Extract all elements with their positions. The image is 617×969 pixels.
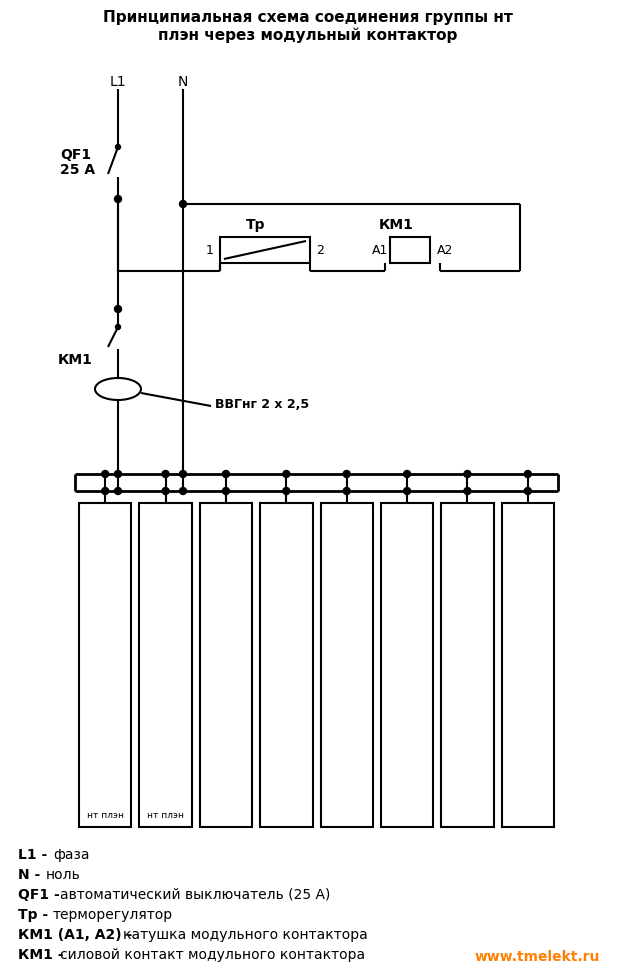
- Circle shape: [102, 471, 109, 478]
- Circle shape: [115, 488, 122, 495]
- Circle shape: [180, 488, 186, 495]
- Text: КМ1: КМ1: [379, 218, 413, 232]
- Bar: [390, 237, 430, 264]
- Circle shape: [102, 488, 109, 495]
- Text: Принципиальная схема соединения группы нт
плэн через модульный контактор: Принципиальная схема соединения группы н…: [103, 10, 513, 43]
- Circle shape: [343, 488, 350, 495]
- Bar: [220, 237, 310, 264]
- Text: Тр: Тр: [246, 218, 266, 232]
- Bar: [139, 504, 192, 828]
- Text: КМ1 -: КМ1 -: [18, 947, 68, 961]
- Text: L1 -: L1 -: [18, 847, 52, 861]
- Circle shape: [180, 202, 186, 208]
- Circle shape: [223, 488, 230, 495]
- Text: QF1 -: QF1 -: [18, 887, 65, 901]
- Text: ВВГнг 2 х 2,5: ВВГнг 2 х 2,5: [215, 398, 309, 411]
- Circle shape: [223, 471, 230, 478]
- Circle shape: [115, 326, 120, 330]
- Circle shape: [283, 471, 290, 478]
- Bar: [441, 504, 494, 828]
- Text: 2: 2: [316, 243, 324, 256]
- Bar: [260, 504, 312, 828]
- Circle shape: [283, 488, 290, 495]
- Text: N -: N -: [18, 867, 45, 881]
- Text: КМ1: КМ1: [58, 353, 93, 366]
- Circle shape: [404, 488, 410, 495]
- Text: нт плэн: нт плэн: [147, 811, 184, 820]
- Bar: [320, 504, 373, 828]
- Text: автоматический выключатель (25 А): автоматический выключатель (25 А): [60, 887, 330, 901]
- Text: А1: А1: [372, 243, 388, 256]
- Bar: [200, 504, 252, 828]
- Bar: [381, 504, 433, 828]
- Text: 1: 1: [206, 243, 214, 256]
- Circle shape: [115, 197, 122, 203]
- Circle shape: [115, 306, 122, 313]
- Bar: [502, 504, 554, 828]
- Text: фаза: фаза: [53, 847, 89, 861]
- Circle shape: [464, 471, 471, 478]
- Circle shape: [180, 471, 186, 478]
- Bar: [79, 504, 131, 828]
- Text: L1: L1: [110, 75, 126, 89]
- Text: катушка модульного контактора: катушка модульного контактора: [123, 927, 368, 941]
- Circle shape: [464, 488, 471, 495]
- Text: А2: А2: [437, 243, 453, 256]
- Text: силовой контакт модульного контактора: силовой контакт модульного контактора: [60, 947, 365, 961]
- Text: QF1: QF1: [60, 148, 91, 162]
- Circle shape: [404, 471, 410, 478]
- Text: терморегулятор: терморегулятор: [53, 907, 173, 922]
- Circle shape: [343, 471, 350, 478]
- Text: Тр -: Тр -: [18, 907, 53, 922]
- Circle shape: [115, 471, 122, 478]
- Text: КМ1 (А1, А2) -: КМ1 (А1, А2) -: [18, 927, 137, 941]
- Text: www.tmelekt.ru: www.tmelekt.ru: [474, 949, 600, 963]
- Circle shape: [524, 488, 531, 495]
- Circle shape: [162, 488, 169, 495]
- Text: 25 А: 25 А: [60, 163, 95, 176]
- Circle shape: [162, 471, 169, 478]
- Text: ноль: ноль: [46, 867, 81, 881]
- Circle shape: [115, 145, 120, 150]
- Text: N: N: [178, 75, 188, 89]
- Text: нт плэн: нт плэн: [86, 811, 123, 820]
- Circle shape: [524, 471, 531, 478]
